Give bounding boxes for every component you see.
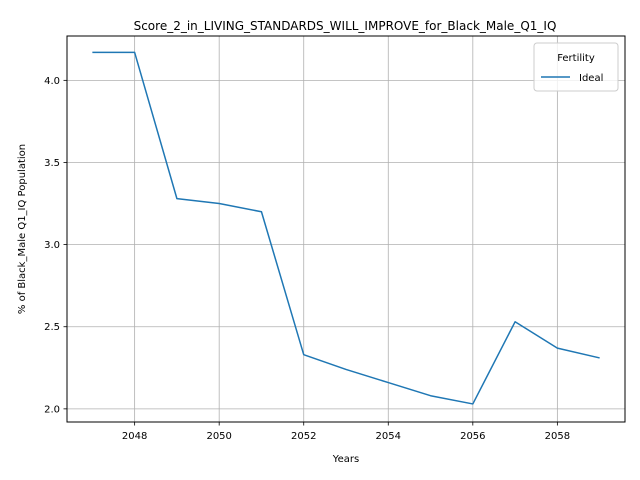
series-line-ideal bbox=[92, 52, 599, 404]
legend-box bbox=[534, 43, 618, 91]
y-tick-label: 4.0 bbox=[44, 76, 60, 87]
x-tick-label: 2058 bbox=[545, 431, 570, 442]
legend: Fertility Ideal bbox=[534, 43, 618, 91]
legend-entry-ideal: Ideal bbox=[579, 73, 603, 84]
x-axis-label: Years bbox=[332, 454, 359, 465]
legend-title: Fertility bbox=[557, 53, 595, 64]
y-axis: 2.0 2.5 3.0 3.5 4.0 bbox=[44, 76, 67, 416]
x-tick-label: 2050 bbox=[206, 431, 231, 442]
x-tick-label: 2056 bbox=[460, 431, 485, 442]
chart-title: Score_2_in_LIVING_STANDARDS_WILL_IMPROVE… bbox=[134, 19, 557, 33]
x-tick-label: 2048 bbox=[122, 431, 147, 442]
y-tick-label: 2.0 bbox=[44, 404, 60, 415]
y-tick-label: 2.5 bbox=[44, 322, 60, 333]
x-axis: 2048 2050 2052 2054 2056 2058 bbox=[122, 422, 570, 442]
grid bbox=[67, 36, 625, 422]
x-tick-label: 2054 bbox=[376, 431, 401, 442]
plot-frame bbox=[67, 36, 625, 422]
series-layer bbox=[92, 52, 599, 404]
x-tick-label: 2052 bbox=[291, 431, 316, 442]
y-tick-label: 3.0 bbox=[44, 240, 60, 251]
y-tick-label: 3.5 bbox=[44, 158, 60, 169]
y-axis-label: % of Black_Male Q1_IQ Population bbox=[17, 144, 28, 314]
